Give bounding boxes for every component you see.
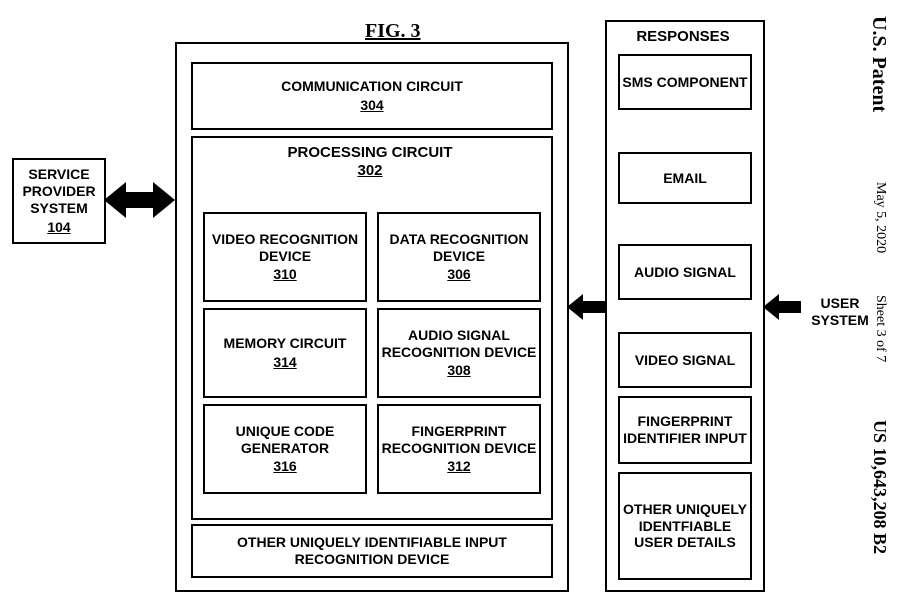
processing-circuit-title: PROCESSING CIRCUIT 302	[191, 144, 549, 180]
video-recognition-ref: 310	[273, 266, 296, 283]
other-user-details-box: OTHER UNIQUELY IDENTFIABLE USER DETAILS	[618, 472, 752, 580]
service-provider-ref: 104	[47, 219, 70, 236]
arrow-shaft	[583, 301, 605, 313]
user-system-label: USER SYSTEM	[805, 295, 875, 329]
service-provider-label: SERVICE PROVIDER SYSTEM	[14, 166, 104, 216]
fingerprint-recognition-device-box: FINGERPRINT RECOGNITION DEVICE 312	[377, 404, 541, 494]
video-signal-label: VIDEO SIGNAL	[635, 352, 735, 369]
other-input-recognition-device-box: OTHER UNIQUELY IDENTIFIABLE INPUT RECOGN…	[191, 524, 553, 578]
other-user-details-label: OTHER UNIQUELY IDENTFIABLE USER DETAILS	[620, 501, 750, 551]
processing-ref: 302	[191, 162, 549, 180]
communication-label: COMMUNICATION CIRCUIT	[281, 78, 463, 95]
data-recognition-label: DATA RECOGNITION DEVICE	[379, 231, 539, 265]
arrow-shaft	[779, 301, 801, 313]
sms-component-box: SMS COMPONENT	[618, 54, 752, 110]
fingerprint-recognition-label: FINGERPRINT RECOGNITION DEVICE	[379, 423, 539, 457]
service-provider-system-box: SERVICE PROVIDER SYSTEM 104	[12, 158, 106, 244]
audio-recognition-label: AUDIO SIGNAL RECOGNITION DEVICE	[379, 327, 539, 361]
audio-recognition-device-box: AUDIO SIGNAL RECOGNITION DEVICE 308	[377, 308, 541, 398]
video-recognition-device-box: VIDEO RECOGNITION DEVICE 310	[203, 212, 367, 302]
responses-to-main-arrow	[567, 294, 605, 320]
processing-label: PROCESSING CIRCUIT	[287, 144, 452, 161]
arrow-head-left-icon	[567, 294, 583, 320]
audio-recognition-ref: 308	[447, 362, 470, 379]
unique-code-label: UNIQUE CODE GENERATOR	[205, 423, 365, 457]
unique-code-generator-box: UNIQUE CODE GENERATOR 316	[203, 404, 367, 494]
memory-circuit-label: MEMORY CIRCUIT	[224, 335, 347, 352]
unique-code-ref: 316	[273, 458, 296, 475]
video-recognition-label: VIDEO RECOGNITION DEVICE	[205, 231, 365, 265]
memory-circuit-ref: 314	[273, 354, 296, 371]
arrow-shaft	[126, 192, 153, 208]
data-recognition-device-box: DATA RECOGNITION DEVICE 306	[377, 212, 541, 302]
video-signal-box: VIDEO SIGNAL	[618, 332, 752, 388]
patent-figure-page: U.S. Patent May 5, 2020 Sheet 3 of 7 US …	[0, 0, 908, 597]
margin-us-patent: U.S. Patent	[867, 16, 890, 112]
communication-circuit-box: COMMUNICATION CIRCUIT 304	[191, 62, 553, 130]
email-box: EMAIL	[618, 152, 752, 204]
email-label: EMAIL	[663, 170, 707, 187]
other-input-label: OTHER UNIQUELY IDENTIFIABLE INPUT RECOGN…	[193, 534, 551, 568]
responses-title: RESPONSES	[605, 28, 761, 45]
sms-component-label: SMS COMPONENT	[622, 74, 747, 91]
memory-circuit-box: MEMORY CIRCUIT 314	[203, 308, 367, 398]
user-to-responses-arrow	[763, 294, 801, 320]
fingerprint-identifier-input-box: FINGERPRINT IDENTIFIER INPUT	[618, 396, 752, 464]
figure-title: FIG. 3	[365, 20, 421, 43]
communication-ref: 304	[360, 97, 383, 114]
fingerprint-recognition-ref: 312	[447, 458, 470, 475]
audio-signal-box: AUDIO SIGNAL	[618, 244, 752, 300]
arrow-head-right-icon	[153, 182, 175, 218]
bidirectional-arrow	[104, 182, 175, 218]
audio-signal-label: AUDIO SIGNAL	[634, 264, 736, 281]
arrow-head-left-icon	[104, 182, 126, 218]
margin-date: May 5, 2020	[872, 182, 888, 253]
margin-patent-num: US 10,643,208 B2	[869, 420, 890, 554]
data-recognition-ref: 306	[447, 266, 470, 283]
fingerprint-identifier-label: FINGERPRINT IDENTIFIER INPUT	[620, 413, 750, 447]
arrow-head-left-icon	[763, 294, 779, 320]
